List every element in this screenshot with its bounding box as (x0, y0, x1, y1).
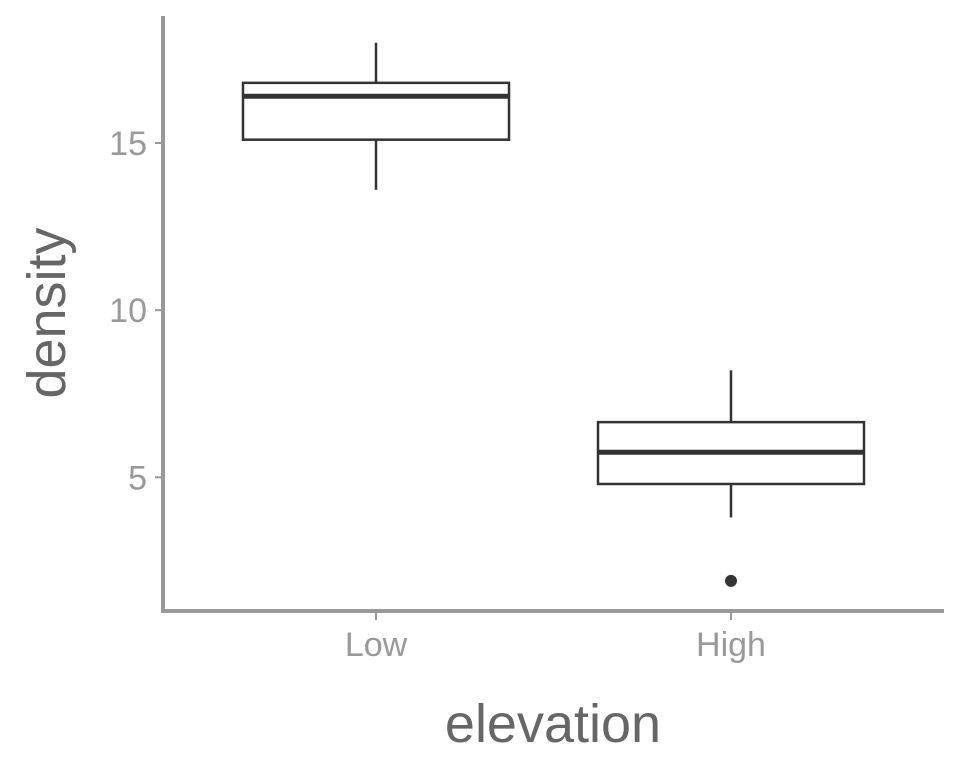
x-axis-title: elevation (445, 694, 661, 754)
y-tick-label: 5 (128, 459, 147, 497)
x-tick-label: Low (345, 626, 408, 664)
box-group-low (241, 42, 511, 190)
iqr-box (241, 81, 511, 141)
y-tick-label: 10 (109, 292, 147, 330)
y-tick-label: 15 (109, 125, 147, 163)
y-ticks-layer: 5 10 15 (109, 125, 161, 497)
x-ticks-layer: Low High (345, 613, 766, 664)
outlier-point (725, 574, 737, 587)
axes-layer (161, 16, 944, 613)
box-group-high (596, 370, 866, 587)
boxes-layer (241, 42, 866, 587)
x-tick-label: High (696, 626, 766, 664)
y-axis-title: density (17, 227, 77, 398)
